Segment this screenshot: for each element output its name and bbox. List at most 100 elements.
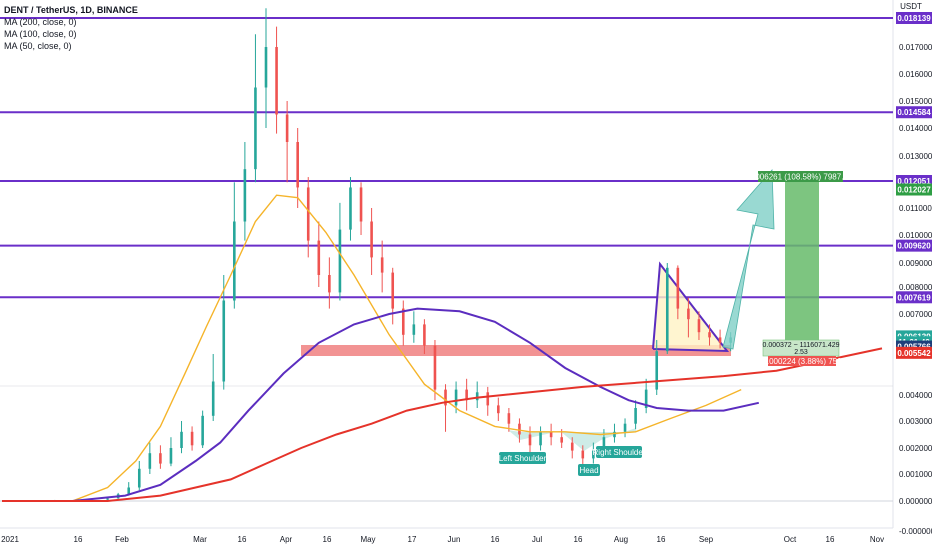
candle-body[interactable]	[655, 351, 659, 390]
candle-body[interactable]	[180, 431, 183, 448]
candle-body[interactable]	[328, 275, 331, 293]
candle-body[interactable]	[613, 431, 616, 438]
candle-body[interactable]	[539, 431, 542, 446]
candle-body[interactable]	[497, 405, 500, 414]
candle-body[interactable]	[581, 450, 585, 459]
price-tag-label: 0.018139	[897, 14, 931, 23]
candle-body[interactable]	[370, 221, 373, 258]
long-position-ratio: 2.53	[794, 349, 808, 356]
candle-body[interactable]	[454, 389, 458, 406]
candle-body[interactable]	[665, 267, 669, 352]
target-label-box	[758, 171, 843, 182]
projection-arrow[interactable]	[722, 168, 775, 350]
ma200-line[interactable]	[2, 347, 883, 502]
candle-body[interactable]	[718, 337, 722, 343]
candle-body[interactable]	[602, 437, 606, 451]
candle-body[interactable]	[697, 319, 701, 333]
candle-body[interactable]	[159, 453, 162, 464]
candle-body[interactable]	[106, 498, 109, 500]
x-tick-label: Jun	[448, 535, 461, 544]
legend-ma200[interactable]: MA (200, close, 0)	[4, 17, 77, 27]
candle-body[interactable]	[306, 187, 310, 241]
candle-body[interactable]	[169, 448, 173, 464]
candle-body[interactable]	[243, 169, 247, 222]
y-tick-label: 0.000000	[899, 497, 932, 506]
candle-body[interactable]	[233, 221, 236, 301]
candle-body[interactable]	[475, 392, 479, 401]
support-zone[interactable]	[301, 345, 731, 356]
candle-body[interactable]	[285, 114, 289, 143]
candle-body[interactable]	[412, 324, 416, 335]
candle-body[interactable]	[592, 450, 595, 459]
candle-body[interactable]	[486, 392, 490, 406]
candle-body[interactable]	[433, 345, 437, 390]
candle-body[interactable]	[528, 434, 532, 446]
x-tick-label: 16	[574, 535, 583, 544]
candle-body[interactable]	[275, 47, 278, 115]
candle-body[interactable]	[127, 487, 131, 495]
candle-body[interactable]	[296, 142, 299, 188]
candle-body[interactable]	[708, 332, 711, 338]
price-tag-label: 0.012027	[897, 186, 931, 195]
candle-body[interactable]	[190, 431, 194, 446]
price-tag	[896, 291, 932, 304]
ma100-line[interactable]	[2, 307, 760, 502]
triangle-pattern[interactable]	[652, 261, 730, 353]
price-tag	[896, 106, 932, 119]
y-tick-label: 0.001000	[899, 470, 932, 479]
candle-body[interactable]	[359, 187, 363, 222]
candle-body[interactable]	[518, 423, 521, 435]
candle-body[interactable]	[137, 468, 141, 488]
right-shoulder-label: Right Shoulder	[593, 448, 646, 457]
candle-body[interactable]	[549, 431, 553, 438]
candle-body[interactable]	[644, 389, 648, 408]
x-tick-label: 16	[826, 535, 835, 544]
x-tick-label: Nov	[870, 535, 884, 544]
y-tick-label: -0.000000	[899, 527, 932, 536]
candle-body[interactable]	[687, 308, 690, 320]
candle-body[interactable]	[570, 442, 574, 451]
target-box[interactable]	[785, 182, 819, 340]
candle-body[interactable]	[201, 415, 204, 446]
left-shoulder-label: Left Shoulder	[499, 454, 547, 463]
candle-body[interactable]	[211, 381, 215, 416]
y-tick-label: 0.002000	[899, 444, 932, 453]
y-tick-label: 0.013000	[899, 152, 932, 161]
candle-body[interactable]	[423, 324, 426, 346]
price-tag-label: 0.005542	[897, 349, 931, 358]
y-tick-label: 0.004000	[899, 391, 932, 400]
x-tick-label: 16	[657, 535, 666, 544]
candle-body[interactable]	[560, 437, 563, 443]
candle-body[interactable]	[148, 453, 152, 469]
candle-body[interactable]	[222, 300, 226, 382]
y-tick-label: 0.016000	[899, 70, 932, 79]
candle-body[interactable]	[623, 423, 627, 432]
candle-body[interactable]	[380, 257, 384, 273]
candle-body[interactable]	[634, 408, 637, 424]
price-tag-label: 0.007619	[897, 293, 931, 302]
candle-body[interactable]	[401, 308, 405, 335]
candle-body[interactable]	[676, 267, 680, 309]
candle-body[interactable]	[444, 389, 447, 406]
candle-body[interactable]	[465, 389, 468, 401]
candle-body[interactable]	[254, 87, 257, 170]
y-tick-label: 0.009000	[899, 259, 932, 268]
triangle-fill	[653, 264, 727, 351]
candle-body[interactable]	[507, 413, 511, 424]
price-tag	[896, 12, 932, 24]
candle-body[interactable]	[349, 187, 352, 230]
long-position-label: 0.000372 ~ 1116071.429	[762, 342, 839, 349]
legend-ma50[interactable]: MA (50, close, 0)	[4, 41, 72, 51]
right-shoulder-label-box	[596, 446, 642, 458]
candle-body[interactable]	[264, 47, 268, 88]
candle-body[interactable]	[391, 272, 395, 309]
candle-body[interactable]	[338, 229, 342, 293]
legend-symbol[interactable]: DENT / TetherUS, 1D, BINANCE	[4, 5, 138, 15]
ma50-line[interactable]	[2, 194, 742, 502]
legend-ma100[interactable]: MA (100, close, 0)	[4, 29, 77, 39]
price-tag	[896, 239, 932, 252]
y-tick-label: 0.015000	[899, 97, 932, 106]
candle-body[interactable]	[317, 240, 321, 275]
